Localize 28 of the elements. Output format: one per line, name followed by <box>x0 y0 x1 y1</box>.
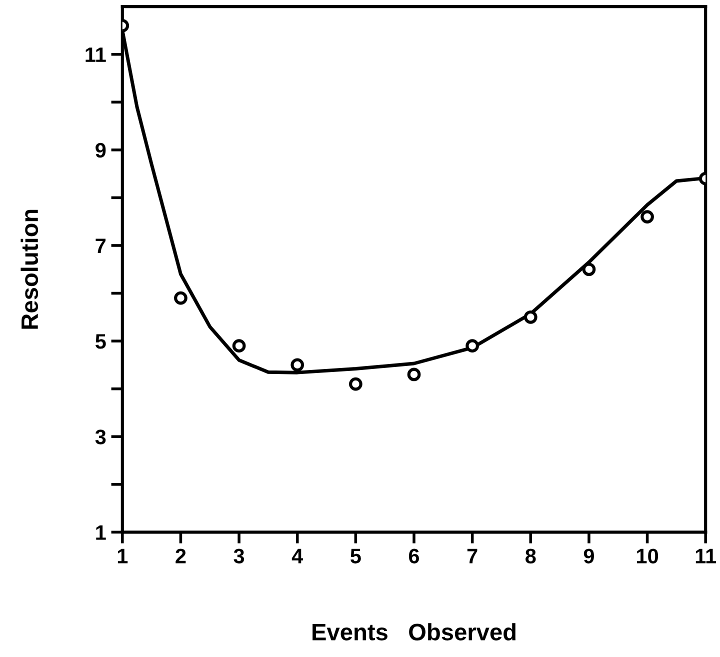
x-tick-label: 3 <box>234 548 244 564</box>
point <box>640 210 654 224</box>
point <box>290 358 304 372</box>
x-tick-label: 10 <box>637 548 658 564</box>
x-tick-label: 5 <box>350 548 361 564</box>
point <box>349 377 362 391</box>
point <box>524 310 538 324</box>
point <box>582 262 596 276</box>
x-tick-label: 1 <box>118 548 128 564</box>
y-axis-title: Resolution <box>20 210 38 329</box>
x-tick-label: 11 <box>696 548 716 564</box>
point <box>174 291 188 305</box>
y-tick-label: 11 <box>86 48 106 62</box>
y-tick-label: 7 <box>96 238 106 254</box>
x-tick-label: 9 <box>584 548 594 564</box>
x-tick-label: 6 <box>408 548 420 564</box>
point <box>466 339 479 352</box>
y-tick-label: 1 <box>96 525 106 540</box>
x-tick-label: 2 <box>176 548 186 564</box>
y-tick-label: 3 <box>95 430 106 444</box>
point <box>232 339 246 352</box>
x-tick-label: 4 <box>292 548 304 564</box>
x-axis-title: Events Observed <box>312 623 516 640</box>
x-tick-label: 8 <box>526 548 536 564</box>
y-tick-label: 9 <box>96 142 106 158</box>
x-tick-label: 7 <box>467 548 478 564</box>
point <box>407 368 421 382</box>
y-tick-label: 5 <box>95 334 106 349</box>
